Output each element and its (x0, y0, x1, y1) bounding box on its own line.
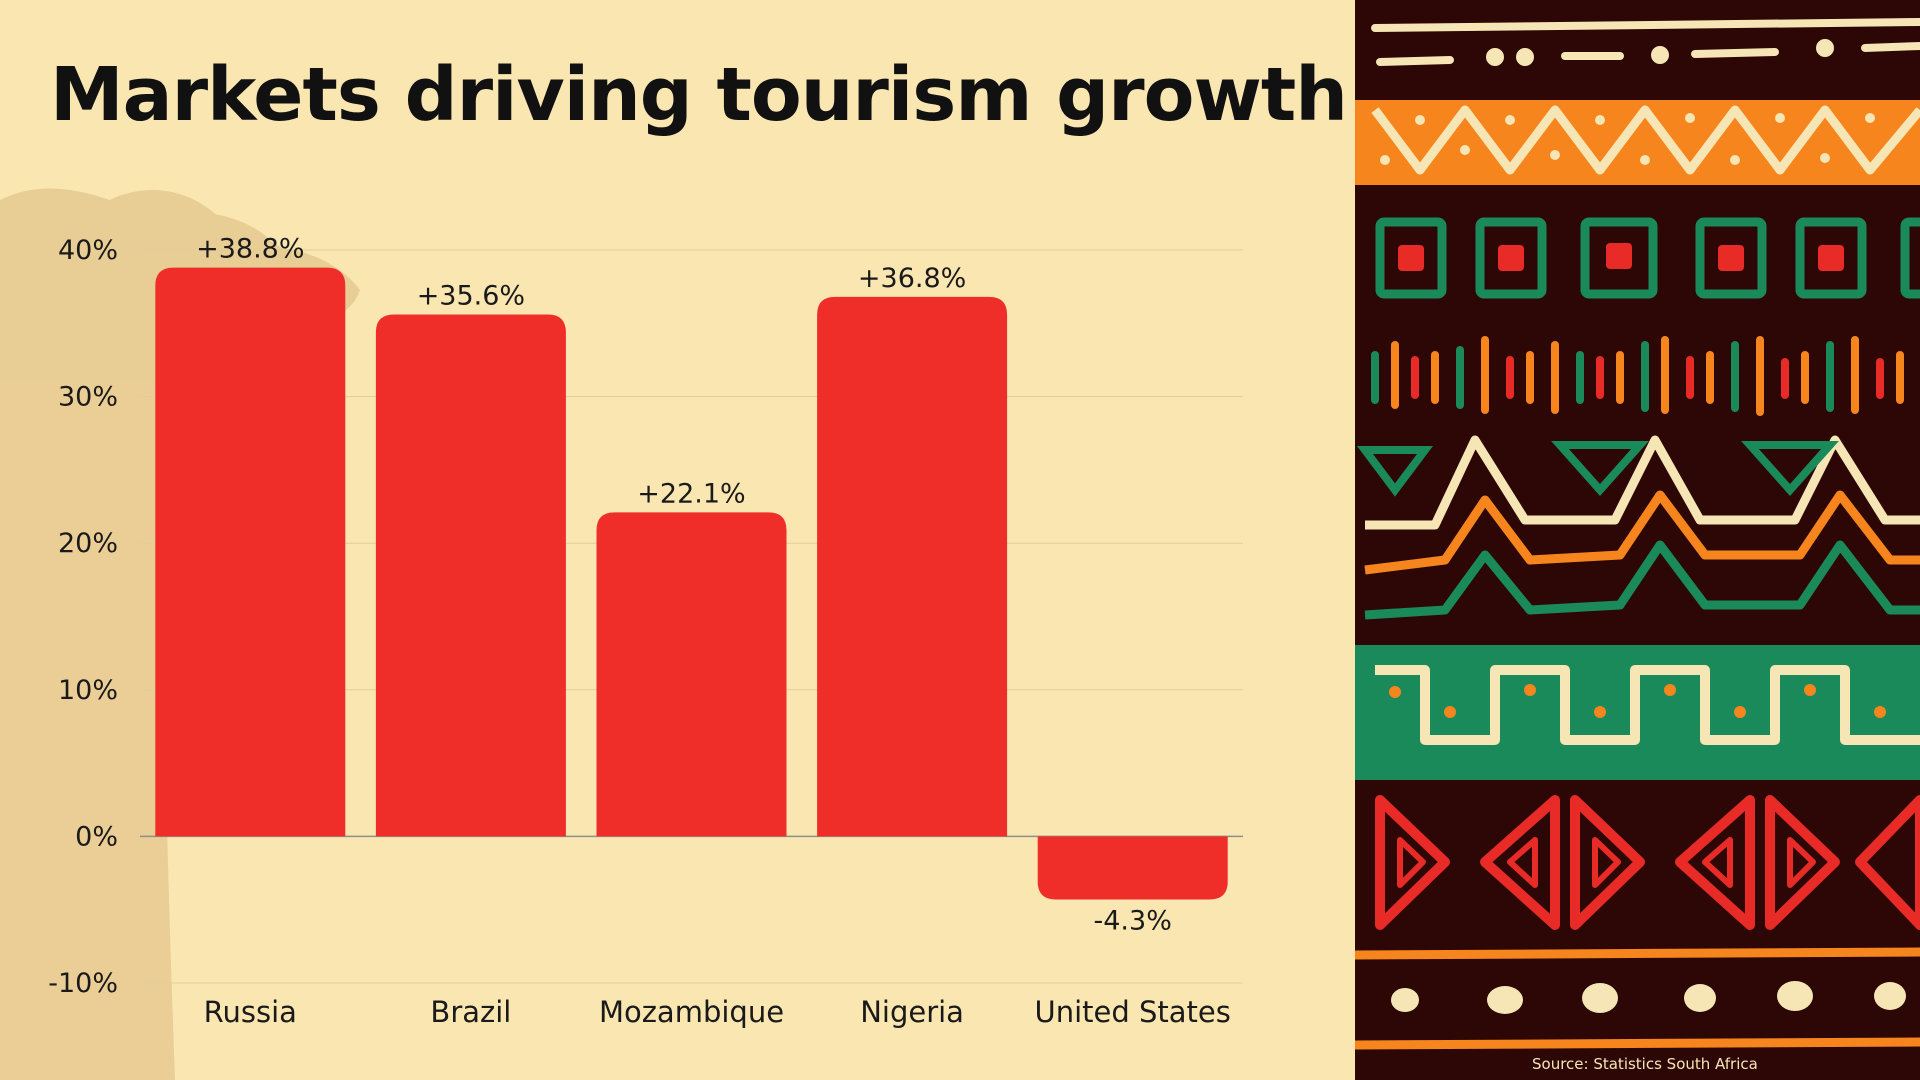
chart-title: Markets driving tourism growth (50, 52, 1348, 138)
y-tick-label: -10% (48, 968, 118, 999)
y-tick-label: 20% (58, 528, 118, 559)
bar-united-states (1037, 836, 1228, 900)
african-pattern-panel (1355, 0, 1920, 1080)
source-note: Source: Statistics South Africa (1532, 1055, 1758, 1073)
data-label: +36.8% (858, 263, 966, 294)
bar-brazil (375, 314, 566, 837)
data-label: +35.6% (417, 281, 525, 312)
x-tick-label: Nigeria (860, 995, 964, 1029)
x-tick-label: Mozambique (599, 995, 784, 1029)
y-tick-label: 40% (58, 235, 118, 266)
bar-mozambique (596, 512, 787, 837)
data-label: -4.3% (1094, 905, 1172, 936)
chart-panel: Markets driving tourism growth 40% 30% 20%… (0, 52, 1348, 1080)
x-tick-label: United States (1035, 995, 1231, 1029)
bar-russia (155, 267, 346, 837)
tribal-pattern-art (1355, 0, 1920, 1080)
y-tick-label: 10% (58, 675, 118, 706)
x-tick-label: Russia (204, 995, 297, 1029)
bar-nigeria (817, 296, 1008, 837)
x-tick-label: Brazil (430, 995, 511, 1029)
y-tick-label: 30% (58, 382, 118, 413)
data-label: +22.1% (637, 478, 745, 509)
data-label: +38.8% (196, 234, 304, 265)
bar-chart: 40% 30% 20% 10% 0% -10% +38.8% Russia +35.6% Braz… (48, 234, 1243, 1029)
y-tick-label: 0% (75, 821, 118, 852)
